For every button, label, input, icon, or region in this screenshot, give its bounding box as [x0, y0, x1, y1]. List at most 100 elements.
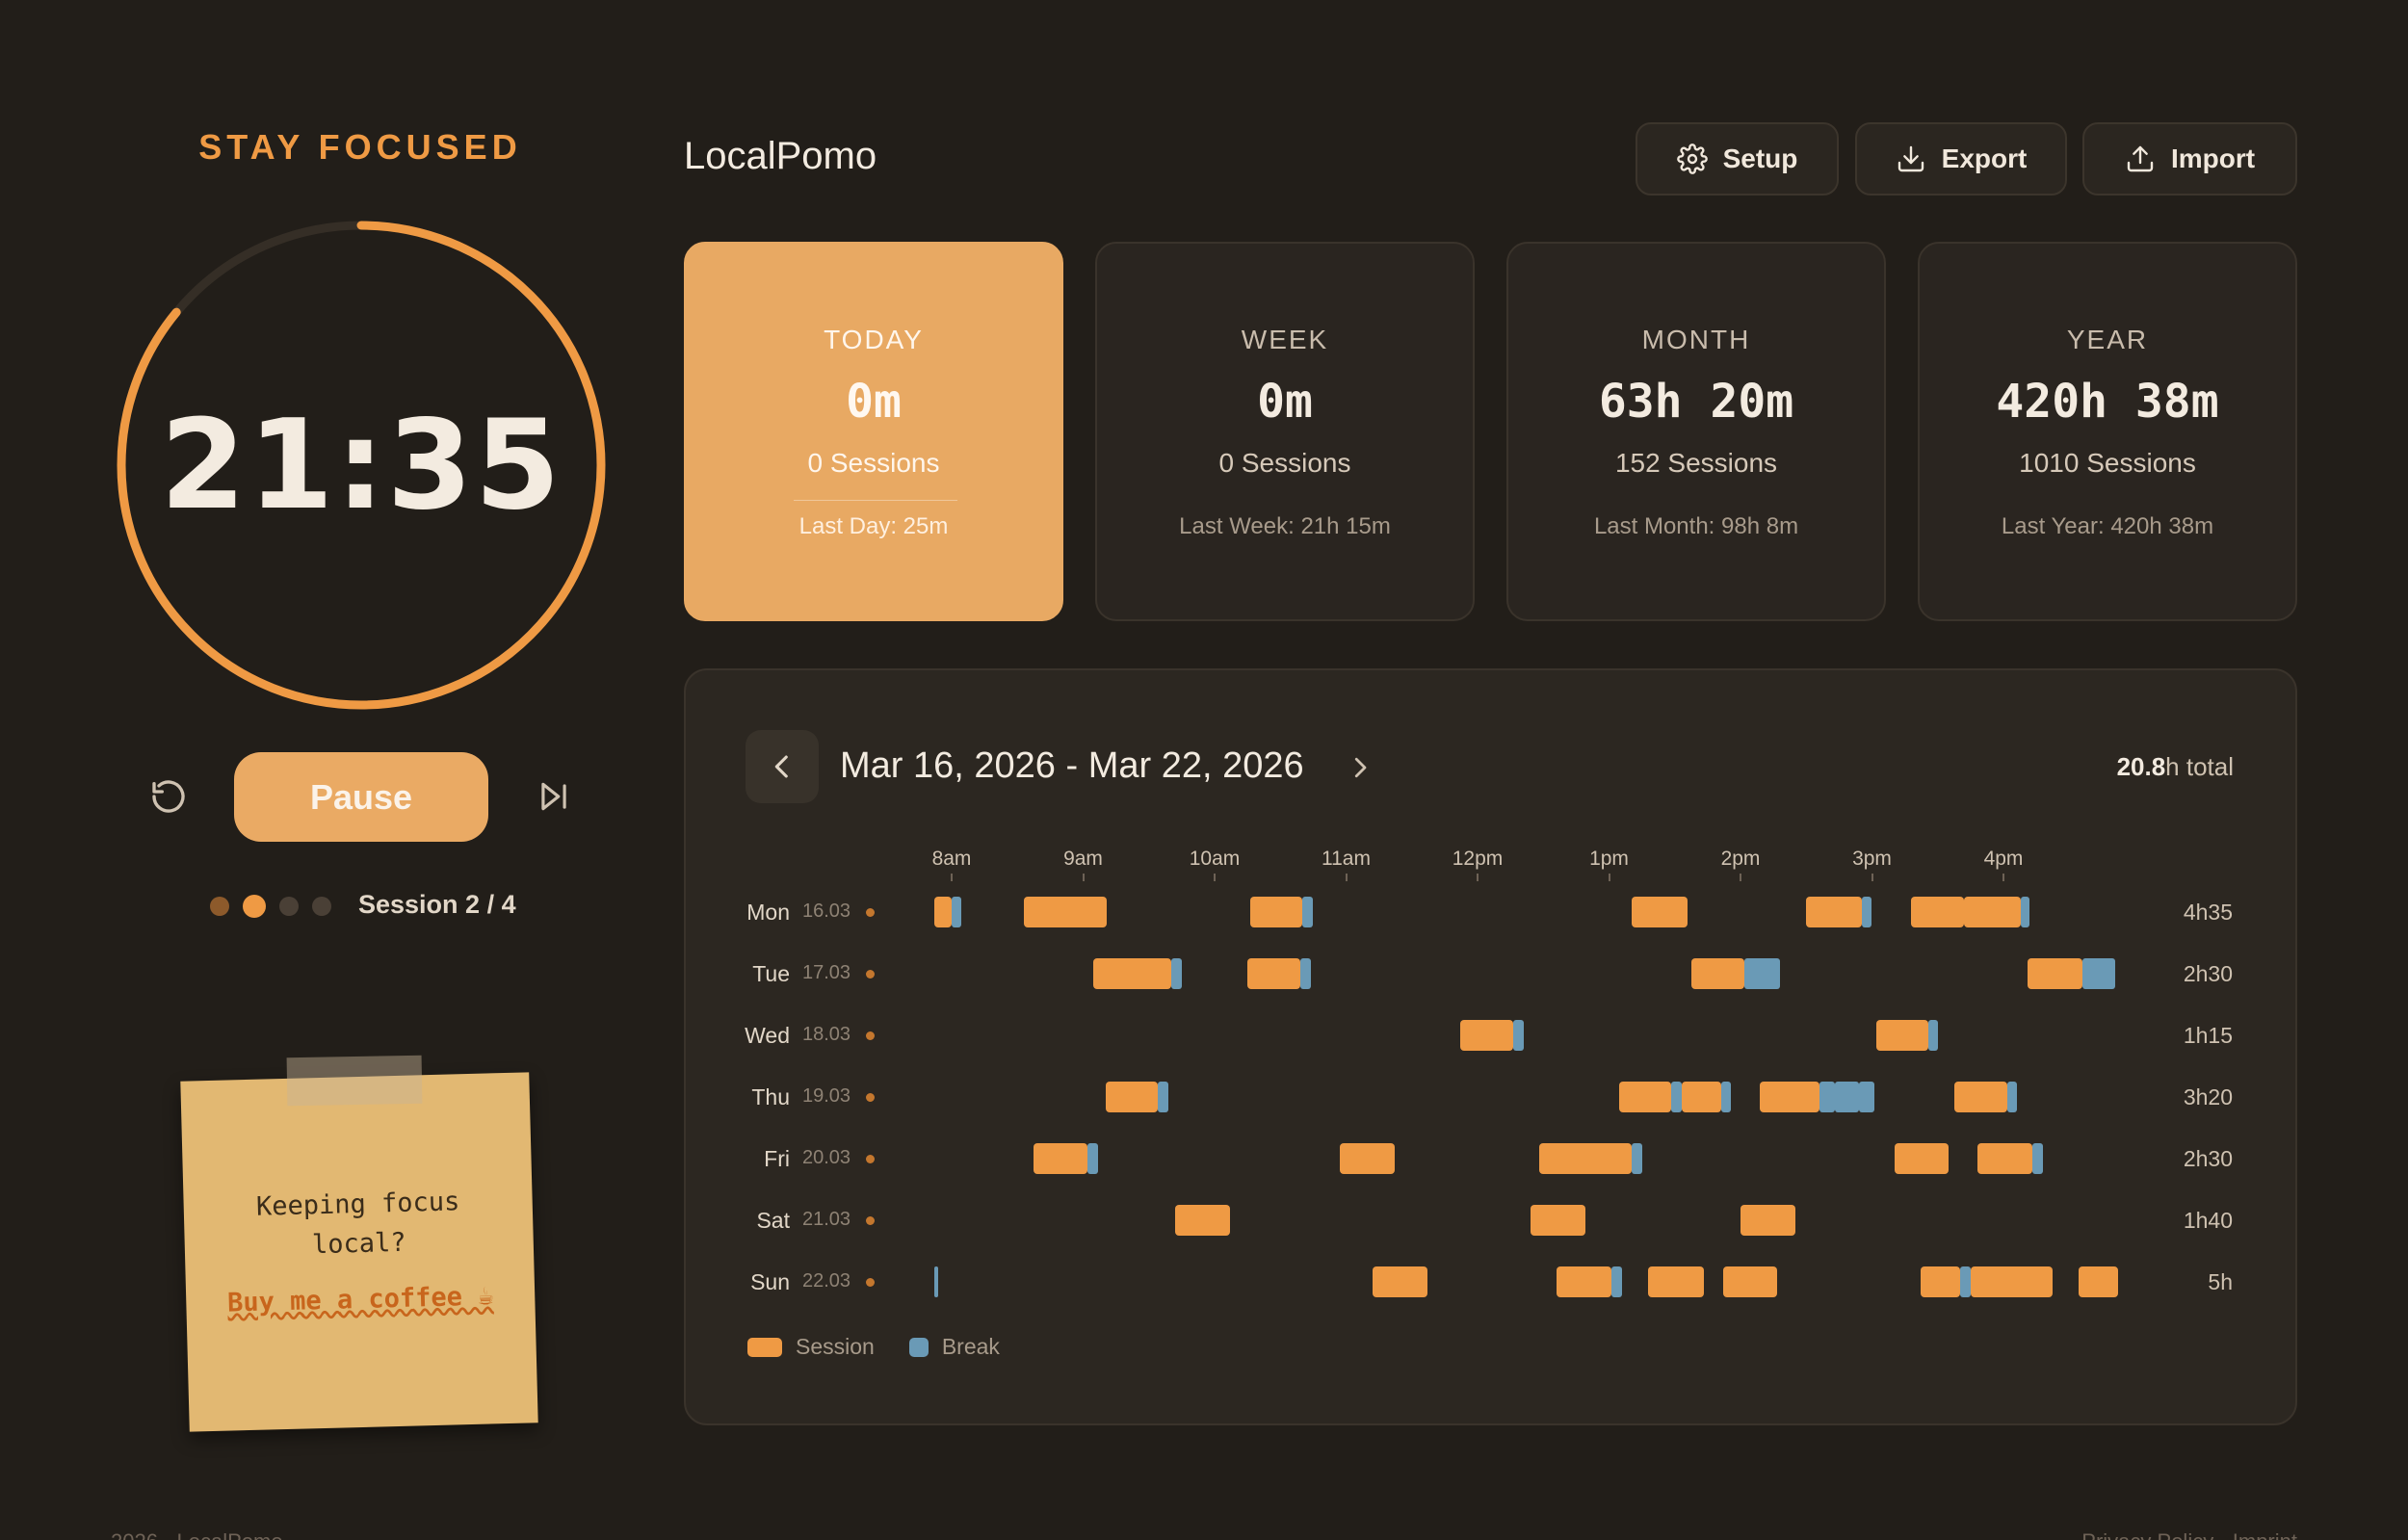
session-segment[interactable] [1760, 1082, 1819, 1112]
session-segment[interactable] [1105, 1082, 1159, 1112]
day-label: Wed [745, 1023, 790, 1048]
week-range: Mar 16, 2026 - Mar 22, 2026 [840, 745, 1304, 786]
day-date: 16.03 [802, 901, 851, 922]
session-segment[interactable] [1033, 1143, 1087, 1174]
hour-tick [1345, 874, 1348, 881]
day-label: Fri [764, 1146, 790, 1171]
break-segment[interactable] [1858, 1082, 1875, 1112]
footer-links[interactable]: Privacy Policy · Imprint [2081, 1529, 2297, 1540]
day-date: 20.03 [802, 1147, 851, 1168]
session-segment[interactable] [1648, 1266, 1704, 1297]
break-segment[interactable] [2032, 1143, 2043, 1174]
chevron-right-icon [1354, 757, 1367, 778]
session-segment[interactable] [1741, 1205, 1796, 1236]
timer-progress-ring [117, 221, 606, 710]
prev-week-button[interactable] [746, 730, 819, 803]
hour-label: 1pm [1589, 848, 1629, 870]
hour-label: 8am [931, 848, 972, 870]
break-segment[interactable] [1959, 1266, 1971, 1297]
session-segment[interactable] [2078, 1266, 2118, 1297]
break-segment[interactable] [1631, 1143, 1642, 1174]
session-segment[interactable] [1894, 1143, 1949, 1174]
stat-card-week[interactable]: WEEK 0m 0 Sessions Last Week: 21h 15m [1095, 242, 1475, 621]
session-segment[interactable] [1976, 1143, 2033, 1174]
break-segment[interactable] [2007, 1082, 2017, 1112]
import-button[interactable]: Import [2082, 122, 2297, 196]
stat-divider [794, 500, 957, 501]
session-segment[interactable] [1460, 1020, 1513, 1051]
session-segment[interactable] [1911, 897, 1965, 927]
break-segment[interactable] [1611, 1266, 1623, 1297]
stat-card-year[interactable]: YEAR 420h 38m 1010 Sessions Last Year: 4… [1918, 242, 2297, 621]
break-segment[interactable] [1299, 958, 1311, 989]
buy-coffee-link[interactable]: Buy me a coffee ☕ [226, 1281, 494, 1318]
sticky-line-2: local? [311, 1227, 406, 1261]
break-segment[interactable] [1928, 1020, 1938, 1051]
hour-tick [1871, 874, 1873, 881]
session-segment[interactable] [1964, 897, 2021, 927]
legend-session-swatch [747, 1337, 782, 1357]
session-segment[interactable] [1556, 1266, 1612, 1297]
break-segment[interactable] [1861, 897, 1872, 927]
break-segment[interactable] [1720, 1082, 1732, 1112]
session-segment[interactable] [1806, 897, 1862, 927]
session-segment[interactable] [1631, 897, 1688, 927]
skip-icon [541, 782, 566, 811]
hour-tick [1608, 874, 1610, 881]
session-segment[interactable] [1249, 897, 1303, 927]
session-segment[interactable] [1619, 1082, 1671, 1112]
footer-copyright: 2026 · LocalPomo [111, 1529, 283, 1540]
session-segment[interactable] [1539, 1143, 1632, 1174]
break-segment[interactable] [1170, 958, 1182, 989]
break-segment[interactable] [1158, 1082, 1169, 1112]
session-segment[interactable] [2027, 958, 2082, 989]
session-segment[interactable] [1681, 1082, 1721, 1112]
break-segment[interactable] [1512, 1020, 1524, 1051]
break-segment[interactable] [2020, 897, 2030, 927]
session-segment[interactable] [1530, 1205, 1585, 1236]
stat-last: Last Day: 25m [798, 513, 949, 539]
session-segment[interactable] [1921, 1266, 1960, 1297]
stat-label: TODAY [824, 325, 924, 354]
session-segment[interactable] [1954, 1082, 2008, 1112]
next-week-button[interactable] [1339, 746, 1381, 789]
session-segment[interactable] [1339, 1143, 1395, 1174]
break-segment[interactable] [1086, 1143, 1098, 1174]
timeline-legend: Session Break [747, 1334, 1000, 1360]
session-segment[interactable] [1175, 1205, 1231, 1236]
break-segment[interactable] [952, 897, 961, 927]
session-segment[interactable] [1247, 958, 1300, 989]
session-segment[interactable] [1024, 897, 1108, 927]
export-button[interactable]: Export [1855, 122, 2067, 196]
day-date: 22.03 [802, 1270, 851, 1292]
setup-label: Setup [1722, 144, 1798, 173]
hour-label: 2pm [1720, 848, 1761, 870]
break-segment[interactable] [1835, 1082, 1859, 1112]
chevron-left-icon [774, 755, 788, 778]
day-label: Mon [746, 900, 790, 925]
stat-card-month[interactable]: MONTH 63h 20m 152 Sessions Last Month: 9… [1506, 242, 1886, 621]
pause-button[interactable]: Pause [234, 752, 488, 842]
stat-label: YEAR [2066, 325, 2149, 354]
session-segment[interactable] [1093, 958, 1171, 989]
session-segment[interactable] [1875, 1020, 1929, 1051]
break-segment[interactable] [1670, 1082, 1682, 1112]
stat-sessions: 0 Sessions [1218, 448, 1351, 478]
day-dot [866, 1031, 875, 1040]
setup-button[interactable]: Setup [1636, 122, 1839, 196]
break-segment[interactable] [1744, 958, 1780, 989]
session-dot [312, 897, 331, 916]
break-segment[interactable] [934, 1266, 939, 1297]
session-segment[interactable] [1970, 1266, 2053, 1297]
session-segment[interactable] [1723, 1266, 1778, 1297]
break-segment[interactable] [1819, 1082, 1836, 1112]
session-segment[interactable] [1372, 1266, 1428, 1297]
session-segment[interactable] [934, 897, 952, 927]
break-segment[interactable] [1302, 897, 1314, 927]
session-segment[interactable] [1691, 958, 1745, 989]
stat-card-today[interactable]: TODAY 0m 0 Sessions Last Day: 25m [684, 242, 1063, 621]
break-segment[interactable] [2081, 958, 2116, 989]
reset-button[interactable] [144, 772, 193, 821]
skip-button[interactable] [530, 772, 578, 821]
